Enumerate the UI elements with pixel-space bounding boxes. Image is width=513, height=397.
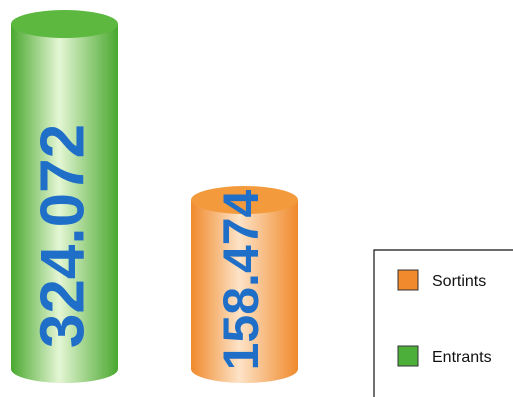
cylinder-bar-sortints: 158.474 (191, 186, 298, 383)
cylinder-bar-entrants: 324.072 (11, 10, 118, 383)
legend-label-entrants: Entrants (432, 349, 492, 366)
cylinder-top-sortints (191, 186, 298, 214)
legend-frame (373, 249, 513, 397)
legend-label-sortints: Sortints (432, 273, 486, 290)
cylinder-base-entrants (11, 355, 118, 383)
legend-entry-entrants: Entrants (397, 345, 492, 367)
cylinder-base-sortints (191, 355, 298, 383)
legend-swatch-entrants (397, 345, 419, 367)
cylinder-body-entrants (11, 24, 118, 369)
cylinder-body-sortints (191, 200, 298, 369)
legend: Sortints Entrants (373, 249, 513, 397)
value-label-entrants: 324.072 (28, 124, 97, 348)
value-label-sortints: 158.474 (213, 189, 269, 370)
legend-swatch-sortints (397, 269, 419, 291)
cylinder-top-entrants (11, 10, 118, 38)
legend-entry-sortints: Sortints (397, 269, 486, 291)
